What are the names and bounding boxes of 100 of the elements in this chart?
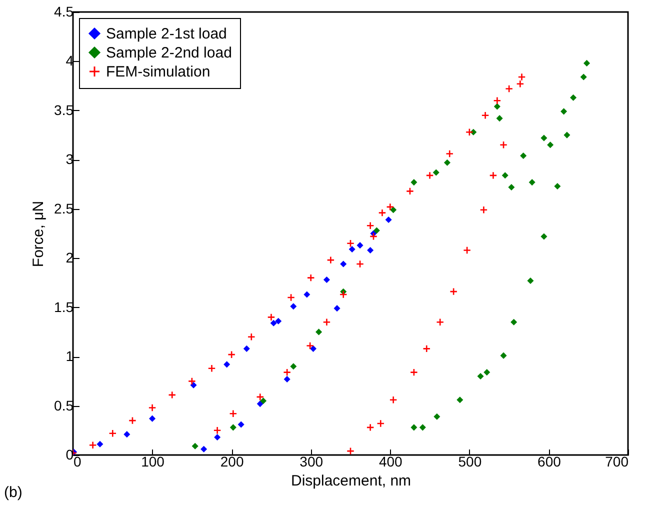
point <box>229 410 238 418</box>
point <box>570 94 576 101</box>
point <box>480 206 488 214</box>
point <box>484 369 490 376</box>
text: (b) <box>4 484 22 501</box>
point <box>256 392 264 401</box>
point <box>478 373 484 380</box>
point <box>346 447 355 455</box>
point <box>324 276 330 283</box>
point <box>481 111 490 120</box>
point <box>450 288 458 296</box>
legend-label: Sample 2-2nd load <box>106 44 232 62</box>
point <box>275 318 282 324</box>
point <box>238 421 244 428</box>
y-tick-label: 4 <box>66 52 74 69</box>
point <box>346 239 355 248</box>
point <box>560 108 567 114</box>
point <box>366 222 374 230</box>
point <box>463 246 472 254</box>
point <box>230 424 236 430</box>
point <box>304 292 310 298</box>
point <box>496 115 503 122</box>
point <box>564 132 570 138</box>
point <box>247 332 256 341</box>
point <box>410 368 418 376</box>
point <box>494 104 500 110</box>
point <box>283 368 292 376</box>
x-axis-title: Displacement, nm <box>290 472 412 490</box>
point <box>214 434 220 440</box>
point <box>168 390 176 399</box>
point <box>436 318 444 326</box>
point <box>502 172 508 178</box>
point <box>208 364 216 372</box>
point <box>369 232 378 240</box>
point <box>188 377 196 386</box>
y-tick-label: 1 <box>66 348 74 364</box>
point <box>267 313 276 322</box>
x-tick-label: 300 <box>300 454 324 470</box>
point <box>505 84 514 93</box>
y-tick-label: 2.5 <box>54 200 74 216</box>
point <box>547 142 554 148</box>
point <box>433 169 440 176</box>
point <box>386 202 394 211</box>
point <box>465 128 474 136</box>
point <box>389 396 398 404</box>
point <box>213 426 222 434</box>
y-tick-label: 4.5 <box>54 4 74 20</box>
point <box>420 424 426 430</box>
point <box>224 361 230 368</box>
point <box>340 261 346 268</box>
point <box>540 233 547 240</box>
y-tick-label: 2 <box>66 250 74 266</box>
point <box>366 423 374 432</box>
y-tick-label: 1.5 <box>54 298 74 315</box>
point <box>306 274 315 282</box>
point <box>310 346 316 352</box>
point <box>290 303 296 310</box>
point <box>489 171 498 180</box>
point <box>200 446 207 452</box>
y-axis-title: Force, μN <box>30 200 48 268</box>
point <box>520 152 526 159</box>
point <box>386 216 392 223</box>
point <box>357 242 364 248</box>
point <box>88 441 97 450</box>
point <box>500 140 508 149</box>
point <box>540 135 547 142</box>
point <box>426 171 434 180</box>
point <box>410 179 417 186</box>
point <box>290 363 296 370</box>
point <box>584 60 590 66</box>
point <box>257 400 264 407</box>
point <box>108 429 117 438</box>
point <box>148 404 156 412</box>
point <box>334 305 340 312</box>
point <box>580 74 587 80</box>
point <box>554 183 560 190</box>
point <box>339 290 348 299</box>
point <box>367 247 374 254</box>
point <box>124 431 130 438</box>
point <box>434 414 440 420</box>
point <box>508 184 514 190</box>
legend-label: Sample 2-1st load <box>106 26 227 42</box>
point <box>356 260 364 268</box>
point <box>410 424 417 430</box>
x-tick-label: 500 <box>458 454 482 470</box>
point <box>149 416 156 422</box>
y-tick-label: 3 <box>66 151 74 168</box>
point <box>446 150 454 158</box>
point <box>287 293 296 302</box>
x-tick-label: 200 <box>220 454 244 470</box>
point <box>510 319 517 326</box>
point <box>349 246 356 252</box>
point <box>500 352 507 359</box>
point <box>493 96 502 105</box>
x-tick-label: 600 <box>538 454 562 470</box>
point <box>316 328 322 335</box>
point <box>378 208 386 217</box>
point <box>190 382 197 388</box>
point <box>518 72 526 81</box>
x-tick-label: 100 <box>141 454 165 470</box>
